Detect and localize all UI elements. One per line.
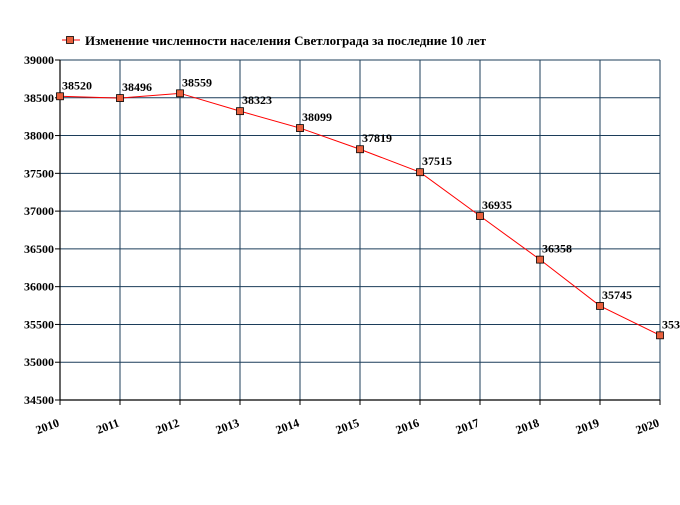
data-label: 38099 <box>302 110 332 124</box>
x-tick-label: 2011 <box>94 416 121 437</box>
data-label: 38496 <box>122 80 152 94</box>
y-tick-label: 36500 <box>24 242 54 256</box>
data-point-marker <box>56 92 64 101</box>
x-tick-label: 2019 <box>574 416 601 437</box>
data-point-marker <box>656 331 664 340</box>
data-label: 38520 <box>62 78 92 92</box>
legend-label: Изменение численности населения Светлогр… <box>85 33 487 48</box>
y-tick-labels: 34500 35000 35500 36000 36500 37000 37500 38000… <box>24 53 54 407</box>
series-markers <box>56 89 664 340</box>
x-tick-label: 2014 <box>274 416 301 437</box>
data-point-marker <box>116 94 124 102</box>
x-tick-label: 2016 <box>394 416 421 437</box>
x-tick-label: 2018 <box>514 416 541 437</box>
y-tick-label: 34500 <box>24 393 54 407</box>
data-point-marker <box>296 124 304 132</box>
data-point-marker <box>236 107 244 116</box>
y-tick-label: 37000 <box>24 204 54 218</box>
x-tick-label: 2010 <box>34 416 61 437</box>
y-tick-label: 35500 <box>24 317 54 331</box>
data-label: 37515 <box>422 154 452 168</box>
x-tick-label: 2015 <box>334 416 361 437</box>
x-tick-label: 2017 <box>454 416 481 437</box>
y-tick-label: 39000 <box>24 53 54 67</box>
data-label: 35356 <box>662 317 680 331</box>
data-point-marker <box>536 255 544 264</box>
grid <box>60 59 661 400</box>
y-tick-label: 35000 <box>24 355 54 369</box>
data-point-marker <box>176 89 184 98</box>
data-point-marker <box>476 212 484 220</box>
y-tick-label: 38500 <box>24 91 54 105</box>
x-tick-labels: 2010 2011 2012 2013 2014 2015 2016 2017 2018 2019… <box>34 416 661 437</box>
x-tick-label: 2012 <box>154 416 181 437</box>
y-tick-label: 38000 <box>24 129 54 143</box>
data-point-marker <box>416 168 424 177</box>
data-label: 36935 <box>482 198 512 212</box>
x-tick-label: 2020 <box>634 416 661 437</box>
legend-marker-sample <box>66 36 74 44</box>
y-tick-label: 36000 <box>24 280 54 294</box>
legend: Изменение численности населения Светлогр… <box>62 33 487 48</box>
data-point-marker <box>596 302 604 310</box>
data-label: 35745 <box>602 288 632 302</box>
data-label: 38559 <box>182 75 212 89</box>
data-label: 38323 <box>242 93 272 107</box>
data-label: 36358 <box>542 242 572 256</box>
axes <box>55 59 661 405</box>
data-labels: 38520 38496 38559 38323 38099 37819 37515 36935… <box>62 75 680 331</box>
data-point-marker <box>356 145 364 154</box>
data-label: 37819 <box>362 131 392 145</box>
y-tick-label: 37500 <box>24 166 54 180</box>
x-tick-label: 2013 <box>214 416 241 437</box>
